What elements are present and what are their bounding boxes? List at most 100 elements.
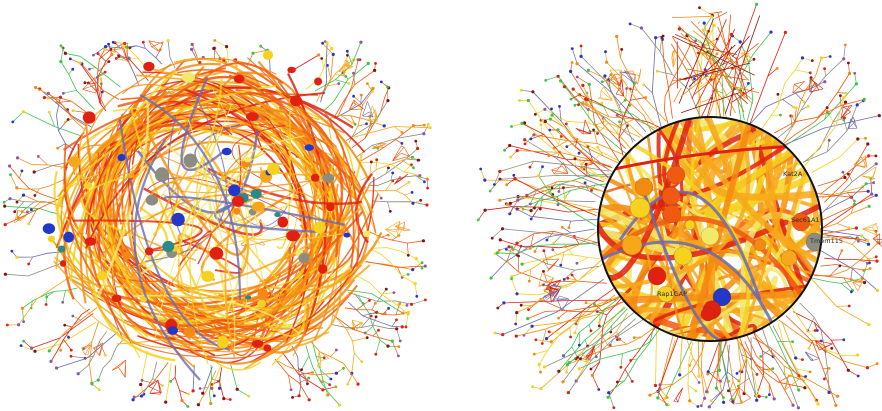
- right-tendril-stem: [822, 233, 869, 260]
- left-ring-edge: [71, 238, 145, 268]
- right-tendril-branch: [543, 250, 549, 265]
- right-top-edge: [673, 87, 682, 103]
- left-tendril-tip: [425, 177, 429, 181]
- left-ring-edge: [243, 91, 291, 177]
- right-tendril-stem: [527, 100, 606, 182]
- left-tendril-branch: [322, 386, 337, 391]
- right-tendril-tip: [577, 151, 581, 155]
- right-tendril-stem: [819, 205, 870, 230]
- right-tendril-stem: [538, 294, 624, 365]
- left-tendril-tip: [425, 203, 429, 207]
- right-tendril-branch: [794, 107, 797, 123]
- right-tendril-tip: [696, 405, 700, 408]
- right-tendril-tip: [600, 80, 604, 84]
- right-tendril-tip: [559, 79, 563, 83]
- lens-border-ring[interactable]: [597, 116, 823, 342]
- right-tendril-stem: [823, 234, 868, 241]
- right-tendril-tip: [701, 28, 706, 32]
- right-tendril-tip: [712, 23, 716, 27]
- left-node: [59, 260, 67, 267]
- left-tendril-tip: [27, 262, 31, 266]
- right-tendril-tip: [842, 338, 846, 342]
- right-tendril-branch: [584, 182, 589, 192]
- left-node: [304, 144, 314, 151]
- right-tendril-stem: [655, 323, 658, 386]
- left-fan: [148, 379, 163, 395]
- left-tendril-branch: [288, 374, 292, 391]
- right-tendril-branch: [576, 76, 590, 85]
- right-tendril-stem: [575, 312, 629, 382]
- left-inner-edge: [178, 166, 253, 249]
- left-tendril-tip: [395, 318, 398, 322]
- left-ring-edge: [167, 75, 284, 107]
- right-tendril-tip: [533, 250, 537, 253]
- right-fan: [673, 387, 684, 403]
- right-tendril-tip: [755, 2, 759, 6]
- right-fan: [873, 233, 882, 247]
- right-tendril-tip: [498, 238, 502, 242]
- right-tendril-stem: [490, 228, 595, 279]
- right-tendril-tip: [654, 36, 658, 40]
- right-tendril-tip: [747, 82, 750, 85]
- right-tendril-tip: [563, 195, 567, 199]
- left-tendril-tip: [352, 71, 355, 75]
- right-tendril-tip: [840, 249, 844, 253]
- right-tendril-tip: [539, 123, 543, 127]
- left-tendril-tip: [3, 272, 7, 276]
- left-node: [267, 163, 280, 175]
- left-tendril-branch: [28, 209, 37, 225]
- right-tendril-tip: [874, 255, 878, 259]
- right-tendril-stem: [820, 227, 857, 235]
- right-tendril-stem: [752, 337, 817, 401]
- left-tendril-tip: [78, 61, 82, 65]
- right-tendril-branch: [590, 361, 600, 370]
- right-tendril-tip: [727, 389, 730, 393]
- left-tendril-branch: [99, 83, 102, 97]
- left-node: [201, 270, 215, 282]
- left-tendril-stem: [309, 340, 359, 385]
- right-tendril-branch: [535, 339, 552, 343]
- right-top-edge: [735, 56, 748, 99]
- left-tendril-branch: [414, 283, 418, 297]
- right-tendril-branch: [794, 69, 811, 74]
- left-tendril-tip: [320, 57, 324, 60]
- right-tendril-branch: [516, 246, 522, 256]
- right-tendril-stem: [518, 196, 602, 214]
- left-ring-edge: [133, 106, 320, 202]
- right-tendril-branch: [505, 248, 516, 255]
- right-tendril-tip: [551, 248, 555, 252]
- right-top-edge: [716, 62, 745, 113]
- right-tendril-stem: [641, 27, 701, 118]
- right-tendril-tip: [483, 178, 487, 182]
- left-fan: [338, 63, 354, 73]
- right-tendril-tip: [549, 340, 553, 344]
- left-tendril-tip: [47, 349, 51, 353]
- right-tendril-stem: [821, 194, 877, 221]
- left-tendril-tip: [127, 57, 131, 61]
- right-tendril-tip: [846, 172, 850, 176]
- left-tendril-tip: [365, 122, 368, 126]
- right-tendril-branch: [762, 350, 774, 358]
- right-tendril-tip: [559, 263, 563, 267]
- left-tendril-tip: [69, 348, 73, 352]
- right-tendril-tip: [532, 133, 536, 137]
- right-tendril-tip: [757, 394, 761, 398]
- lens-node: [700, 306, 716, 322]
- left-tendril-tip: [100, 90, 104, 94]
- right-tendril-tip: [794, 106, 798, 110]
- lens-edge: [765, 134, 801, 306]
- left-tendril-branch: [375, 159, 378, 171]
- right-tendril-tip: [792, 105, 795, 109]
- left-node: [257, 299, 266, 308]
- left-inner-edge: [152, 78, 223, 236]
- right-tendril-stem: [772, 325, 800, 377]
- left-tendril-stem: [209, 365, 212, 404]
- left-tendril-tip: [54, 366, 59, 370]
- right-tendril-tip: [542, 270, 545, 273]
- right-tendril-stem: [524, 122, 613, 182]
- lens-node: [621, 234, 643, 256]
- right-tendril-tip: [569, 335, 572, 339]
- left-tendril-tip: [413, 282, 417, 286]
- left-tendril-stem: [370, 247, 417, 260]
- right-tendril-stem: [651, 37, 663, 131]
